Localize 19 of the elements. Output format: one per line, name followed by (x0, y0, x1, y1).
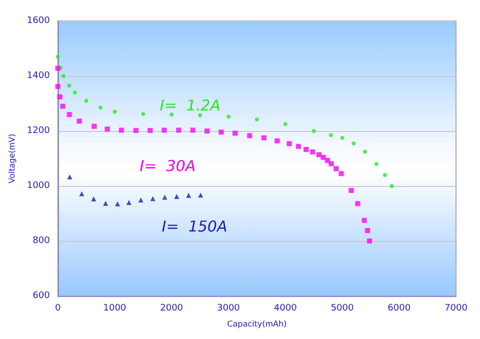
x-tick-label: 4000 (274, 304, 298, 314)
x-tick-label: 7000 (444, 304, 468, 314)
x-tick-label: 6000 (388, 304, 411, 314)
y-tick-label: 1600 (26, 16, 50, 26)
y-tick-label: 1000 (26, 181, 50, 191)
series-label: I= 150A (162, 218, 228, 236)
y-tick-label: 600 (32, 291, 50, 301)
x-tick-label: 2000 (160, 304, 184, 314)
y-tick-label: 1400 (26, 71, 50, 81)
x-tick-label: 0 (54, 304, 61, 314)
y-axis-title: Voltage(mV) (8, 134, 16, 184)
series-label: I= 1.2A (160, 96, 220, 114)
x-tick-label: 3000 (217, 304, 240, 314)
series-label: I= 30A (140, 157, 196, 175)
x-axis-title: Capacity(mAh) (227, 320, 287, 328)
x-tick-label: 1000 (103, 304, 126, 314)
y-tick-label: 800 (32, 236, 50, 246)
y-tick-label: 1200 (26, 126, 50, 136)
x-tick-label: 5000 (330, 304, 354, 314)
